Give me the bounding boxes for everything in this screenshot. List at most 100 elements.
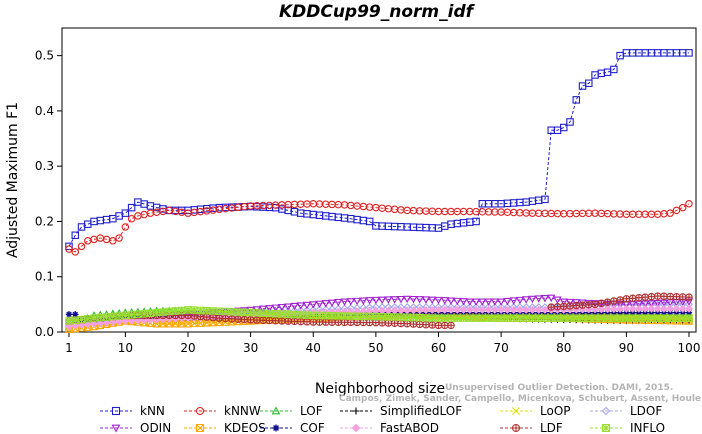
data-point bbox=[84, 220, 92, 228]
data-point bbox=[334, 312, 343, 320]
data-point bbox=[390, 313, 399, 321]
data-point bbox=[102, 313, 111, 321]
data-point bbox=[397, 313, 405, 321]
data-point bbox=[672, 206, 681, 215]
data-point bbox=[534, 305, 543, 314]
data-point bbox=[284, 317, 292, 325]
data-point bbox=[616, 314, 624, 322]
data-point bbox=[359, 312, 368, 321]
legend-label: COF bbox=[300, 421, 325, 434]
data-point bbox=[90, 314, 98, 322]
data-point bbox=[616, 296, 624, 304]
data-point bbox=[234, 308, 242, 316]
data-point bbox=[228, 315, 236, 323]
x-tick-label: 1 bbox=[65, 341, 73, 355]
x-tick-label: 100 bbox=[678, 341, 701, 355]
data-point bbox=[472, 217, 480, 226]
data-point bbox=[127, 214, 136, 223]
data-point bbox=[629, 295, 636, 302]
data-point bbox=[115, 234, 123, 242]
data-point bbox=[503, 297, 512, 306]
data-point bbox=[284, 303, 293, 311]
data-point bbox=[490, 298, 499, 306]
data-point bbox=[541, 195, 549, 204]
data-point bbox=[516, 314, 524, 322]
data-point bbox=[453, 314, 462, 322]
data-point bbox=[660, 293, 668, 300]
data-point bbox=[559, 298, 568, 306]
y-tick-label: 0.3 bbox=[35, 159, 54, 173]
data-point bbox=[397, 320, 405, 327]
data-point bbox=[140, 316, 149, 325]
data-point bbox=[65, 311, 73, 318]
data-point bbox=[471, 298, 481, 306]
data-point bbox=[491, 314, 499, 322]
data-point bbox=[65, 322, 73, 331]
data-point bbox=[278, 317, 286, 325]
data-point bbox=[422, 321, 430, 328]
data-point bbox=[453, 297, 462, 306]
data-point bbox=[296, 302, 305, 310]
data-point bbox=[65, 245, 73, 253]
data-point bbox=[203, 313, 210, 321]
data-point bbox=[127, 311, 136, 319]
data-point bbox=[96, 319, 105, 328]
data-point bbox=[547, 294, 556, 303]
data-point bbox=[659, 304, 668, 313]
x-tick-label: 20 bbox=[180, 341, 195, 355]
data-point bbox=[352, 297, 362, 306]
data-point bbox=[478, 314, 487, 322]
data-point bbox=[410, 320, 417, 328]
x-tick-label: 70 bbox=[493, 341, 508, 355]
data-point bbox=[310, 318, 317, 326]
legend-label: SimplifiedLOF bbox=[380, 404, 462, 418]
legend-item-KDEOS: KDEOS bbox=[184, 421, 266, 434]
data-point bbox=[403, 320, 411, 327]
legend-label: FastABOD bbox=[380, 421, 439, 434]
data-point bbox=[351, 423, 361, 433]
legend-item-LOF: LOF bbox=[260, 404, 323, 418]
data-point bbox=[290, 310, 299, 319]
data-point bbox=[566, 302, 574, 310]
data-point bbox=[152, 308, 161, 317]
data-point bbox=[102, 318, 111, 327]
data-point bbox=[341, 319, 348, 326]
data-point bbox=[522, 314, 530, 322]
data-point bbox=[259, 317, 267, 324]
data-point bbox=[415, 296, 424, 304]
data-point bbox=[77, 223, 86, 231]
data-point bbox=[203, 306, 211, 315]
data-point bbox=[598, 300, 605, 307]
data-point bbox=[553, 296, 562, 304]
data-point bbox=[447, 321, 455, 330]
data-point bbox=[604, 298, 611, 306]
legend-label: LDF bbox=[540, 421, 563, 434]
data-point bbox=[429, 321, 436, 329]
legend-item-COF: COF bbox=[260, 421, 325, 434]
data-point bbox=[165, 307, 173, 316]
data-point bbox=[359, 297, 368, 305]
data-point bbox=[578, 299, 587, 307]
data-point bbox=[559, 314, 568, 322]
data-point bbox=[159, 308, 167, 316]
data-point bbox=[616, 304, 625, 313]
data-point bbox=[271, 406, 281, 415]
data-point bbox=[466, 314, 474, 322]
data-point bbox=[121, 209, 130, 217]
data-point bbox=[396, 295, 406, 304]
data-point bbox=[635, 314, 643, 322]
data-point bbox=[121, 223, 130, 231]
data-point bbox=[384, 313, 393, 321]
x-tick-label: 60 bbox=[431, 341, 446, 355]
data-point bbox=[209, 314, 217, 321]
data-point bbox=[303, 311, 311, 319]
data-point bbox=[196, 306, 205, 315]
data-point bbox=[560, 303, 567, 310]
y-axis: 0.0 0.1 0.2 0.3 0.4 0.5 bbox=[35, 49, 62, 339]
data-point bbox=[111, 406, 121, 416]
data-point bbox=[534, 314, 543, 322]
data-point bbox=[435, 322, 442, 329]
data-point bbox=[591, 314, 599, 322]
data-point bbox=[622, 304, 631, 313]
data-point bbox=[522, 296, 531, 304]
